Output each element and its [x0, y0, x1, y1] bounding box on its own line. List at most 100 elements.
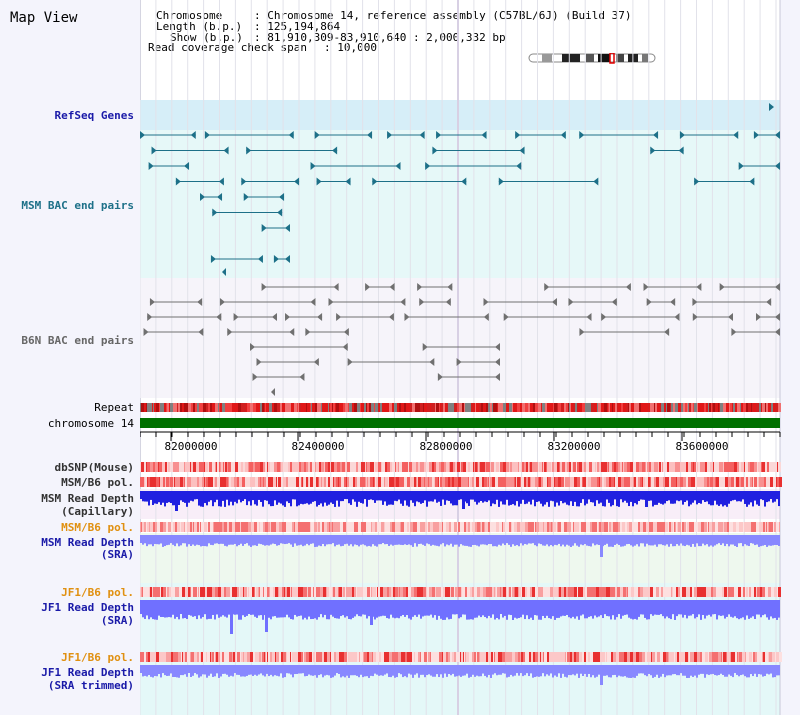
- msm-b6-pol-strip: [347, 477, 349, 487]
- msm-depth-sra-bar: [416, 535, 418, 547]
- msm-b6-pol-strip: [676, 477, 677, 487]
- dbsnp-strip: [522, 462, 524, 472]
- jf1-depth-trimmed-bar: [462, 665, 464, 676]
- jf1-b6-pol-strip: [519, 587, 521, 597]
- jf1-depth-sra-bar: [382, 600, 384, 616]
- msm-depth-sra-bar: [404, 535, 406, 545]
- msm-depth-capillary-bar: [212, 491, 214, 507]
- msm-depth-sra-bar: [648, 535, 650, 546]
- jf1-b6-pol-strip: [191, 587, 193, 597]
- jf1-b6-pol-strip: [408, 587, 411, 597]
- repeat-strip: [671, 403, 673, 412]
- jf1-depth-trimmed-bar: [320, 665, 322, 675]
- track-label-jf1-depth-sra[interactable]: JF1 Read Depth: [41, 601, 134, 614]
- jf1-depth-trimmed-bar: [150, 665, 152, 677]
- jf1-b6-pol2-strip: [536, 652, 538, 662]
- track-label-msm-b6-pol-1[interactable]: MSM/B6 pol.: [61, 476, 134, 489]
- msm-depth-sra-bar: [622, 535, 624, 547]
- track-label-jf1-depth-trimmed[interactable]: JF1 Read Depth: [41, 666, 134, 679]
- msm-b6-pol2-strip: [470, 522, 472, 532]
- msm-depth-sra-bar: [326, 535, 328, 545]
- msm-depth-capillary-bar: [606, 491, 608, 500]
- track-label-repeat[interactable]: Repeat: [94, 401, 134, 414]
- track-label-refseq-genes[interactable]: RefSeq Genes: [54, 109, 134, 122]
- msm-b6-pol-strip: [503, 477, 505, 487]
- b6n-bac-pair-start-marker: [328, 298, 334, 306]
- jf1-b6-pol-strip: [683, 587, 686, 597]
- msm-depth-capillary-bar: [378, 491, 380, 501]
- repeat-strip: [760, 403, 761, 412]
- jf1-b6-pol2-strip: [660, 652, 663, 662]
- track-label-chromosome[interactable]: chromosome 14: [47, 417, 134, 430]
- b6n-bac-pair-end-marker: [766, 298, 772, 306]
- msm-b6-pol-strip: [636, 477, 638, 487]
- dbsnp-strip: [552, 462, 554, 472]
- jf1-b6-pol2-strip: [432, 652, 435, 662]
- msm-depth-sra-bar: [666, 535, 668, 545]
- repeat-strip: [423, 403, 424, 412]
- msm-depth-sra-bar: [238, 535, 240, 546]
- jf1-depth-trimmed-bar: [338, 665, 340, 675]
- jf1-b6-pol2-strip: [304, 652, 306, 662]
- dbsnp-strip: [263, 462, 265, 472]
- jf1-b6-pol-strip: [423, 587, 426, 597]
- msm-depth-capillary-bar: [704, 491, 706, 502]
- msm-b6-pol2-strip: [588, 522, 590, 532]
- jf1-b6-pol2-strip: [369, 652, 372, 662]
- jf1-b6-pol2-strip: [718, 652, 719, 662]
- track-label-dbsnp[interactable]: dbSNP(Mouse): [54, 461, 134, 474]
- jf1-b6-pol-strip: [558, 587, 559, 597]
- jf1-b6-pol-strip: [659, 587, 661, 597]
- msm-depth-capillary-bar: [376, 491, 378, 501]
- track-panel[interactable]: 82000000 82400000 82800000 83200000 83600000: [140, 0, 800, 715]
- jf1-depth-sra-bar: [276, 600, 278, 618]
- b6n-bac-pair-end-marker: [343, 328, 349, 336]
- track-label-jf1-b6-pol-2[interactable]: JF1/B6 pol.: [61, 651, 134, 664]
- repeat-strip: [380, 403, 382, 412]
- jf1-depth-trimmed-bar: [620, 665, 622, 677]
- repeat-strip: [305, 403, 306, 412]
- msm-depth-capillary-bar: [584, 491, 586, 506]
- jf1-depth-sra-bar: [316, 600, 318, 620]
- track-label-msm-b6-pol-2[interactable]: MSM/B6 pol.: [61, 521, 134, 534]
- jf1-b6-pol2-strip: [159, 652, 161, 662]
- msm-depth-capillary-bar: [192, 491, 194, 502]
- jf1-b6-pol-strip: [638, 587, 640, 597]
- jf1-b6-pol2-strip: [412, 652, 414, 662]
- jf1-depth-trimmed-bar: [158, 665, 160, 675]
- msm-b6-pol2-strip: [428, 522, 429, 532]
- jf1-b6-pol-strip: [745, 587, 746, 597]
- jf1-depth-trimmed-bar: [360, 665, 362, 675]
- dbsnp-strip: [283, 462, 285, 472]
- repeat-strip: [443, 403, 445, 412]
- jf1-depth-sra-bar: [450, 600, 452, 619]
- jf1-b6-pol2-strip: [431, 652, 432, 662]
- dbsnp-strip: [165, 462, 167, 472]
- msm-depth-capillary-bar: [714, 491, 716, 501]
- track-label-b6n-bac[interactable]: B6N BAC end pairs: [21, 334, 134, 347]
- jf1-b6-pol-strip: [466, 587, 467, 597]
- jf1-depth-trimmed-bar: [770, 665, 772, 674]
- track-label-msm-depth-capillary[interactable]: MSM Read Depth: [41, 492, 134, 505]
- jf1-b6-pol2-strip: [558, 652, 561, 662]
- repeat-strip: [581, 403, 582, 412]
- jf1-b6-pol-strip: [604, 587, 606, 597]
- jf1-depth-trimmed-bar: [628, 665, 630, 678]
- msm-b6-pol2-strip: [177, 522, 180, 532]
- jf1-b6-pol2-strip: [313, 652, 315, 662]
- msm-b6-pol2-strip: [744, 522, 747, 532]
- msm-b6-pol-strip: [410, 477, 412, 487]
- msm-b6-pol-strip: [546, 477, 547, 487]
- msm-depth-capillary-bar: [774, 491, 776, 502]
- msm-depth-capillary-bar: [160, 491, 162, 505]
- dbsnp-strip: [266, 462, 267, 472]
- msm-depth-sra-bar: [774, 535, 776, 545]
- track-label-msm-bac[interactable]: MSM BAC end pairs: [21, 199, 134, 212]
- track-label-msm-depth-sra[interactable]: MSM Read Depth: [41, 536, 134, 549]
- jf1-b6-pol2-strip: [765, 652, 768, 662]
- repeat-strip: [490, 403, 492, 412]
- track-label-jf1-b6-pol-1[interactable]: JF1/B6 pol.: [61, 586, 134, 599]
- jf1-depth-sra-bar: [366, 600, 368, 619]
- chromosome-ideogram[interactable]: [528, 53, 658, 64]
- dbsnp-strip: [441, 462, 444, 472]
